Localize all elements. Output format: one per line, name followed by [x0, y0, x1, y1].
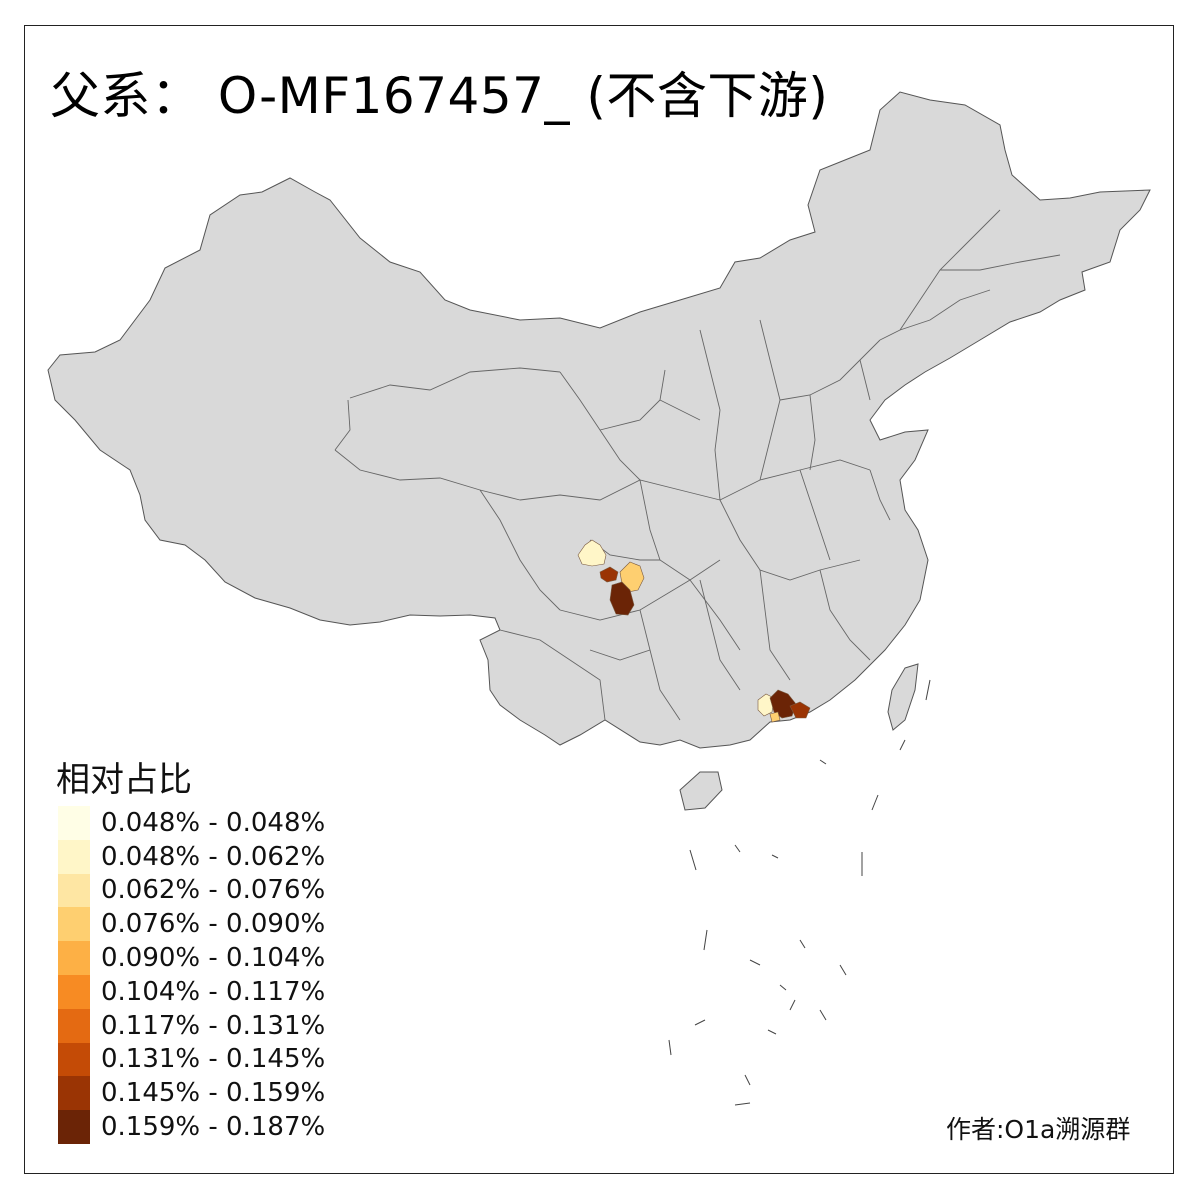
legend-label: 0.048% - 0.048% — [101, 807, 326, 838]
legend-item: 0.048% - 0.048% — [58, 806, 325, 840]
hainan-island — [679, 771, 723, 811]
legend-swatch — [58, 941, 90, 975]
legend-item: 0.076% - 0.090% — [58, 907, 326, 942]
legend-item: 0.117% - 0.131% — [58, 1008, 326, 1043]
highlight-regions — [577, 539, 811, 723]
province-borders — [334, 209, 1061, 721]
author-credit: 作者:O1a溯源群 — [946, 1115, 1131, 1144]
legend-label: 0.145% - 0.159% — [101, 1078, 326, 1109]
legend-label: 0.090% - 0.104% — [101, 943, 326, 974]
legend-item: 0.145% - 0.159% — [58, 1076, 326, 1111]
legend-item: 0.104% - 0.117% — [58, 974, 326, 1009]
region-guangdong-east — [789, 701, 811, 719]
legend-label: 0.159% - 0.187% — [101, 1112, 326, 1143]
legend-label: 0.104% - 0.117% — [101, 976, 326, 1007]
legend-item: 0.090% - 0.104% — [58, 941, 325, 975]
legend-label: 0.117% - 0.131% — [101, 1010, 326, 1041]
legend-label: 0.131% - 0.145% — [101, 1044, 326, 1075]
legend-label: 0.076% - 0.090% — [101, 909, 326, 940]
legend-swatch — [58, 974, 90, 1009]
mainland-outline — [47, 91, 1151, 749]
legend-item: 0.062% - 0.076% — [58, 873, 326, 908]
region-guangdong-west — [757, 693, 775, 717]
legend: 0.048% - 0.048% 0.048% - 0.062% 0.062% -… — [58, 806, 325, 1144]
map-base — [47, 91, 1151, 811]
legend-swatch — [58, 1110, 90, 1144]
legend-item: 0.048% - 0.062% — [58, 839, 326, 874]
legend-swatch — [58, 907, 90, 942]
region-chongqing-west — [599, 566, 619, 583]
legend-swatch — [58, 1008, 90, 1043]
region-guangdong-south — [769, 711, 781, 723]
taiwan-island — [887, 663, 919, 731]
legend-swatch — [58, 1076, 90, 1111]
legend-swatch — [58, 806, 90, 840]
region-guizhou-north — [609, 581, 635, 616]
legend-swatch — [58, 839, 90, 874]
page-title: 父系： O-MF167457_ (不含下游) — [50, 67, 829, 125]
legend-item: 0.159% - 0.187% — [58, 1110, 325, 1144]
legend-item: 0.131% - 0.145% — [58, 1042, 326, 1077]
region-sichuan-north — [577, 539, 607, 567]
legend-swatch — [58, 873, 90, 908]
legend-title: 相对占比 — [56, 760, 192, 800]
legend-label: 0.048% - 0.062% — [101, 841, 326, 872]
legend-label: 0.062% - 0.076% — [101, 875, 326, 906]
south-sea-islands — [668, 679, 931, 1106]
legend-swatch — [58, 1042, 90, 1077]
